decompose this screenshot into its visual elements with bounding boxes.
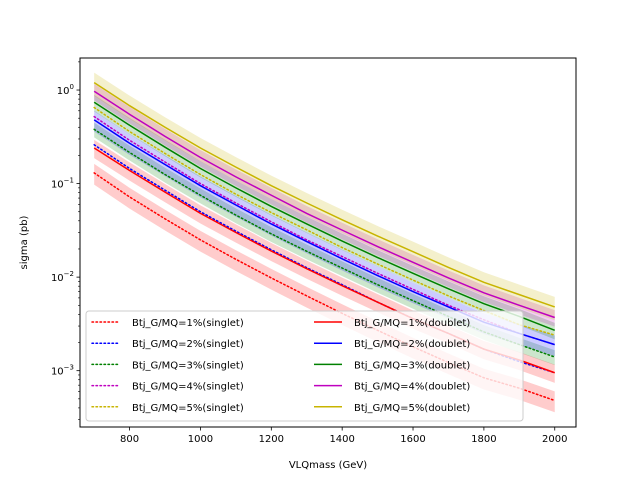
x-tick-label: 1400 [329, 434, 354, 445]
legend-box [85, 310, 524, 422]
legend-label-5: Btj_G/MQ=5%(singlet) [132, 403, 244, 414]
legend-label-10: Btj_G/MQ=5%(doublet) [354, 403, 470, 414]
x-axis-label: VLQmass (GeV) [289, 460, 367, 471]
legend-label-8: Btj_G/MQ=3%(doublet) [354, 360, 470, 371]
series-line-5 [93, 106, 556, 336]
x-tick-label: 800 [120, 434, 139, 445]
series-line-9 [93, 90, 555, 319]
x-tick-label: 1000 [188, 434, 213, 445]
plot-frame [79, 57, 577, 428]
legend-label-9: Btj_G/MQ=4%(doublet) [354, 382, 470, 393]
series-line-10 [93, 82, 555, 308]
legend-label-3: Btj_G/MQ=3%(singlet) [132, 360, 244, 371]
lines-layer [93, 82, 556, 402]
uncertainty-band-10 [94, 72, 555, 321]
legend-label-1: Btj_G/MQ=1%(singlet) [132, 318, 244, 329]
x-tick-label: 2000 [542, 434, 567, 445]
x-tick-label: 1200 [259, 434, 284, 445]
legend-label-2: Btj_G/MQ=2%(singlet) [132, 339, 244, 350]
series-line-1 [93, 172, 556, 402]
x-tick-label: 1800 [471, 434, 496, 445]
uncertainty-band-7 [94, 110, 555, 357]
legend-label-7: Btj_G/MQ=2%(doublet) [354, 339, 470, 350]
x-axis: 800 1000 1200 1400 1600 1800 2000 [120, 427, 567, 445]
uncertainty-band-8 [94, 94, 555, 340]
y-axis-label: sigma (pb) [19, 215, 30, 269]
series-line-8 [93, 101, 556, 332]
legend-label-6: Btj_G/MQ=1%(doublet) [354, 318, 470, 329]
x-tick-label: 1600 [400, 434, 425, 445]
legend: Btj_G/MQ=1%(singlet) Btj_G/MQ=2%(singlet)… [85, 310, 524, 422]
legend-label-4: Btj_G/MQ=4%(singlet) [132, 382, 244, 393]
series-line-2 [93, 144, 556, 374]
